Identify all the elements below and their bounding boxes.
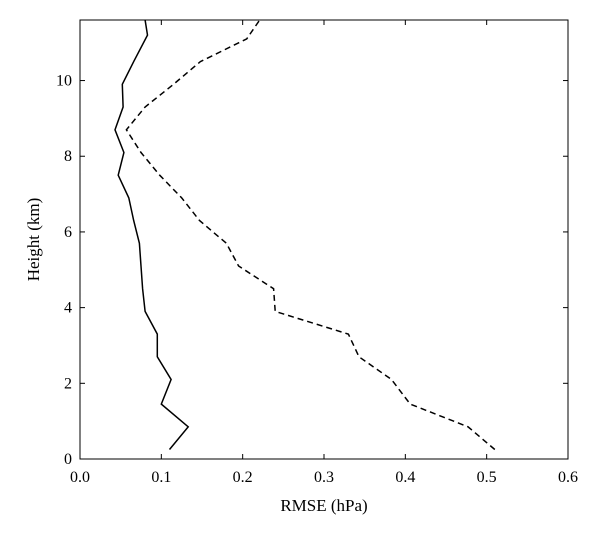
x-tick-label: 0.5 — [477, 469, 497, 486]
y-tick-label: 2 — [64, 375, 72, 392]
x-axis-title: RMSE (hPa) — [280, 496, 367, 515]
x-tick-label: 0.3 — [314, 469, 334, 486]
dashed-series-line — [125, 19, 496, 451]
y-tick-label: 8 — [64, 148, 72, 165]
y-axis-title: Height (km) — [24, 198, 43, 282]
y-tick-label: 4 — [64, 300, 72, 317]
x-tick-label: 0.4 — [395, 469, 415, 486]
x-tick-label: 0.6 — [558, 469, 578, 486]
y-tick-label: 10 — [56, 73, 72, 90]
x-tick-label: 0.0 — [70, 469, 90, 486]
y-tick-label: 6 — [64, 224, 72, 241]
x-tick-label: 0.2 — [233, 469, 253, 486]
y-tick-label: 0 — [64, 451, 72, 468]
x-tick-label: 0.1 — [151, 469, 171, 486]
plot-frame — [79, 19, 569, 460]
series-layer — [114, 19, 496, 451]
y-axis-ticks: 0 2 4 6 8 10 — [56, 73, 568, 468]
solid-series-line — [114, 19, 190, 450]
x-axis-ticks: 0.0 0.1 0.2 0.3 0.4 0.5 0.6 — [70, 20, 578, 486]
